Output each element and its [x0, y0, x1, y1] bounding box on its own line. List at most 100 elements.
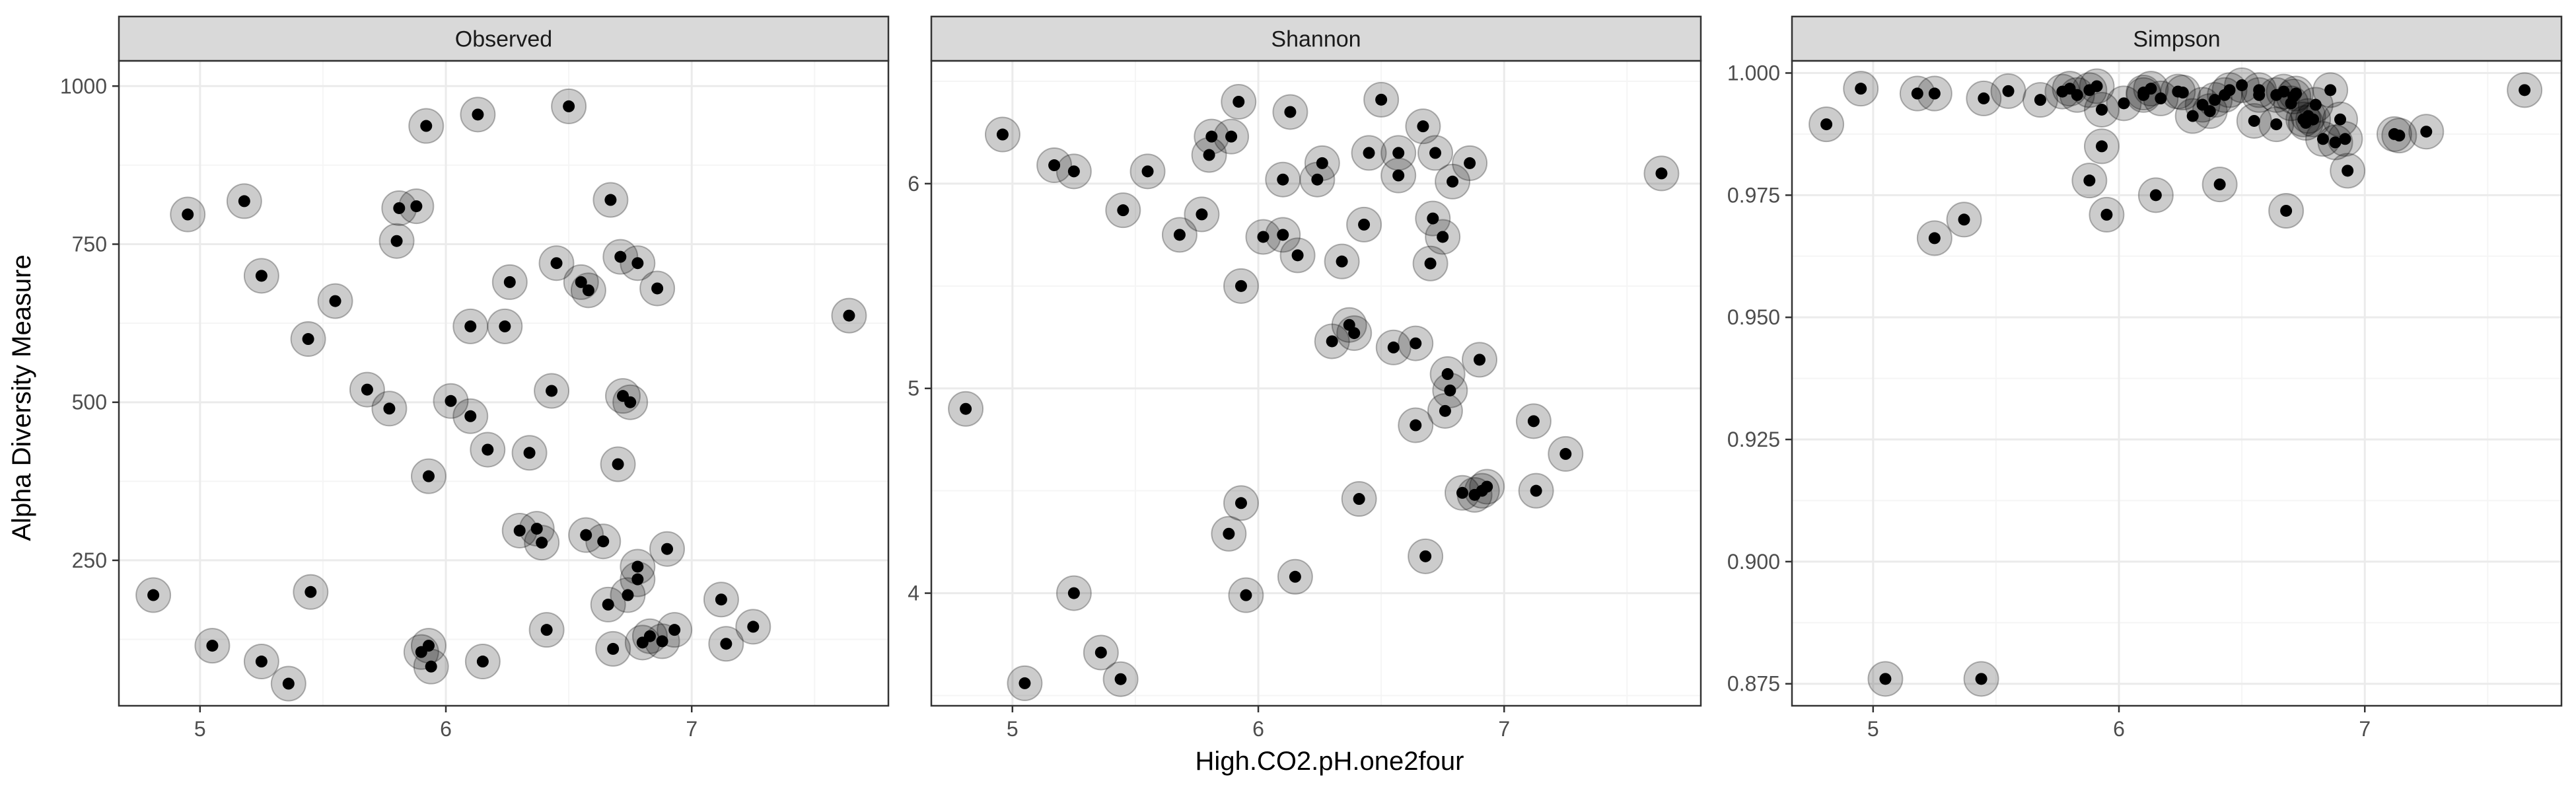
- data-point: [1284, 106, 1297, 118]
- data-point: [1417, 120, 1429, 133]
- data-point: [2342, 165, 2354, 177]
- data-point: [580, 529, 592, 541]
- data-point: [1019, 677, 1031, 689]
- data-point: [2277, 85, 2290, 98]
- data-point: [2248, 114, 2260, 127]
- data-point: [1456, 486, 1468, 499]
- data-point: [2095, 103, 2108, 116]
- data-point: [651, 282, 664, 295]
- data-point: [1392, 169, 1405, 182]
- data-point: [631, 573, 644, 585]
- data-point: [1559, 447, 1572, 460]
- data-point: [843, 309, 855, 322]
- panel-shannon: Shannon 5 6 7 4 5 6: [908, 15, 1702, 741]
- data-point: [255, 270, 268, 282]
- data-point: [1530, 484, 1542, 497]
- data-point: [1424, 257, 1437, 270]
- y-tick-label: 1.000: [1727, 61, 1780, 85]
- data-point: [1336, 255, 1348, 268]
- data-point: [302, 333, 314, 346]
- data-point: [1928, 232, 1941, 245]
- data-point: [2324, 84, 2337, 96]
- data-point: [1427, 212, 1439, 225]
- data-point: [464, 320, 477, 332]
- data-point: [550, 257, 563, 270]
- y-tick-label: 6: [908, 172, 919, 196]
- data-point: [563, 100, 575, 112]
- y-tick-label: 0.900: [1727, 550, 1780, 574]
- data-point: [464, 410, 477, 422]
- data-point: [1277, 229, 1289, 241]
- data-point: [1094, 646, 1107, 659]
- data-point: [2519, 84, 2531, 96]
- data-point: [622, 589, 634, 601]
- data-point: [643, 630, 656, 642]
- data-point: [1481, 480, 1493, 493]
- data-point: [476, 656, 489, 668]
- data-point: [661, 543, 674, 555]
- data-point: [1392, 147, 1405, 159]
- data-point: [238, 195, 250, 208]
- data-point: [499, 320, 511, 332]
- data-point: [2329, 136, 2342, 149]
- data-point: [624, 396, 637, 408]
- x-tick-label: 6: [2113, 717, 2125, 741]
- data-point: [1358, 218, 1371, 231]
- data-point: [1233, 95, 1245, 108]
- y-tick-label: 0.925: [1727, 428, 1780, 451]
- data-point: [2270, 118, 2283, 131]
- data-point: [1363, 147, 1375, 159]
- data-point: [425, 660, 437, 673]
- x-tick-label: 5: [1007, 717, 1019, 741]
- data-point: [631, 257, 644, 270]
- x-tick-label: 7: [1498, 717, 1510, 741]
- data-point: [2034, 94, 2046, 106]
- data-point: [2176, 87, 2189, 99]
- data-point: [2209, 94, 2221, 106]
- data-point: [1067, 165, 1080, 178]
- data-point: [656, 635, 668, 648]
- data-point: [960, 402, 972, 415]
- data-point: [1928, 87, 1941, 100]
- data-point: [1291, 249, 1304, 262]
- data-point: [747, 621, 760, 633]
- data-point: [2253, 89, 2266, 101]
- data-point: [2203, 105, 2216, 118]
- data-point: [206, 640, 219, 652]
- panel-simpson: Simpson 5 6 7 0.875 0.900 0.925 0.950 0.975 1.000: [1727, 15, 2563, 741]
- data-point: [602, 598, 614, 611]
- y-tick-label: 5: [908, 377, 919, 400]
- facet-strip-label: Shannon: [1271, 27, 1361, 52]
- data-point: [1911, 87, 1923, 100]
- data-point: [2100, 208, 2113, 221]
- data-point: [1855, 83, 1867, 95]
- data-point: [720, 638, 733, 650]
- data-point: [1464, 157, 1476, 169]
- data-point: [575, 276, 587, 288]
- data-point: [1437, 231, 1449, 243]
- data-point: [2186, 110, 2199, 122]
- data-point: [329, 295, 341, 307]
- data-point: [2339, 133, 2351, 145]
- data-point: [715, 593, 727, 606]
- data-point: [996, 128, 1009, 141]
- data-point: [1429, 147, 1442, 159]
- data-point: [482, 443, 494, 456]
- data-point: [2316, 133, 2329, 145]
- data-point: [536, 537, 548, 549]
- x-tick-label: 6: [1252, 717, 1264, 741]
- y-axis-label: Alpha Diversity Measure: [7, 254, 36, 541]
- data-point: [422, 470, 435, 482]
- data-point: [1447, 175, 1459, 188]
- data-point: [1820, 118, 1833, 131]
- plot-background: [931, 61, 1701, 706]
- data-point: [1410, 419, 1422, 432]
- data-point: [1289, 570, 1301, 583]
- data-point: [540, 624, 553, 636]
- data-point: [1277, 173, 1289, 186]
- plot-background: [119, 61, 888, 706]
- y-tick-label: 500: [72, 391, 107, 414]
- data-point: [1410, 337, 1422, 350]
- data-point: [1203, 149, 1215, 161]
